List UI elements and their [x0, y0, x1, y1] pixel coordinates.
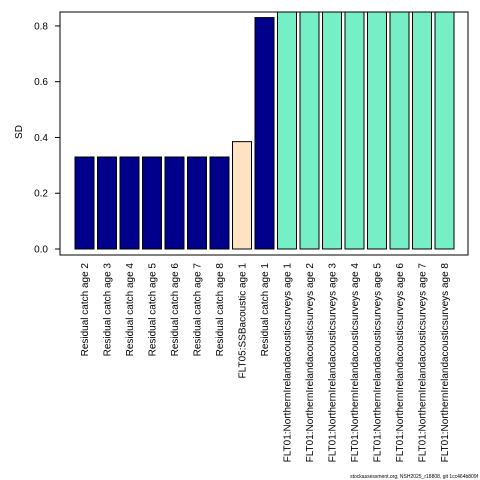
- bar-8: [232, 141, 252, 250]
- x-tick-label-3: Residual catch age 4: [125, 263, 136, 357]
- bar-12: [322, 11, 342, 250]
- x-tick-label-15: FLT01:NorthernIrelandacousticsurveys age…: [395, 263, 406, 463]
- y-tick-label-0: 0.0: [34, 245, 48, 256]
- bar-5: [164, 156, 185, 250]
- x-tick-label-16: FLT01:NorthernIrelandacousticsurveys age…: [418, 263, 429, 463]
- bar-2: [97, 156, 117, 250]
- x-tick-label-12: FLT01:NorthernIrelandacousticsurveys age…: [328, 263, 339, 463]
- bar-7: [209, 156, 230, 250]
- x-tick-label-1: Residual catch age 2: [80, 263, 91, 357]
- y-tick-label-1: 0.2: [34, 189, 48, 200]
- bar-6: [187, 156, 207, 250]
- x-tick-label-17: FLT01:NorthernIrelandacousticsurveys age…: [440, 263, 451, 463]
- bar-1: [74, 156, 95, 250]
- bar-13: [344, 11, 365, 250]
- y-tick-label-3: 0.6: [34, 77, 48, 88]
- y-axis-label: SD: [14, 125, 25, 139]
- x-tick-label-8: FLT05:SSBacoustic age 1: [238, 263, 249, 379]
- x-tick-label-11: FLT01:NorthernIrelandacousticsurveys age…: [305, 263, 316, 463]
- bar-11: [299, 11, 320, 250]
- bar-10: [277, 11, 297, 250]
- x-tick-label-4: Residual catch age 5: [148, 263, 159, 357]
- x-tick-label-10: FLT01:NorthernIrelandacousticsurveys age…: [283, 263, 294, 463]
- bar-15: [389, 11, 410, 250]
- x-tick-label-6: Residual catch age 7: [193, 263, 204, 357]
- y-tick-label-2: 0.4: [34, 133, 48, 144]
- x-tick-label-5: Residual catch age 6: [170, 263, 181, 357]
- x-tick-label-13: FLT01:NorthernIrelandacousticsurveys age…: [350, 263, 361, 463]
- bar-3: [119, 156, 140, 250]
- x-tick-label-14: FLT01:NorthernIrelandacousticsurveys age…: [373, 263, 384, 463]
- bar-14: [367, 11, 387, 250]
- footer-text: stockassessment.org, NSH2025_r18808, git…: [350, 474, 478, 480]
- x-tick-label-9: Residual catch age 1: [260, 263, 271, 357]
- bar-4: [142, 156, 162, 250]
- bar-17: [434, 11, 455, 250]
- x-tick-label-2: Residual catch age 3: [103, 263, 114, 357]
- x-tick-label-7: Residual catch age 8: [215, 263, 226, 357]
- bar-16: [412, 11, 432, 250]
- y-tick-label-4: 0.8: [34, 21, 48, 32]
- bar-9: [254, 17, 275, 250]
